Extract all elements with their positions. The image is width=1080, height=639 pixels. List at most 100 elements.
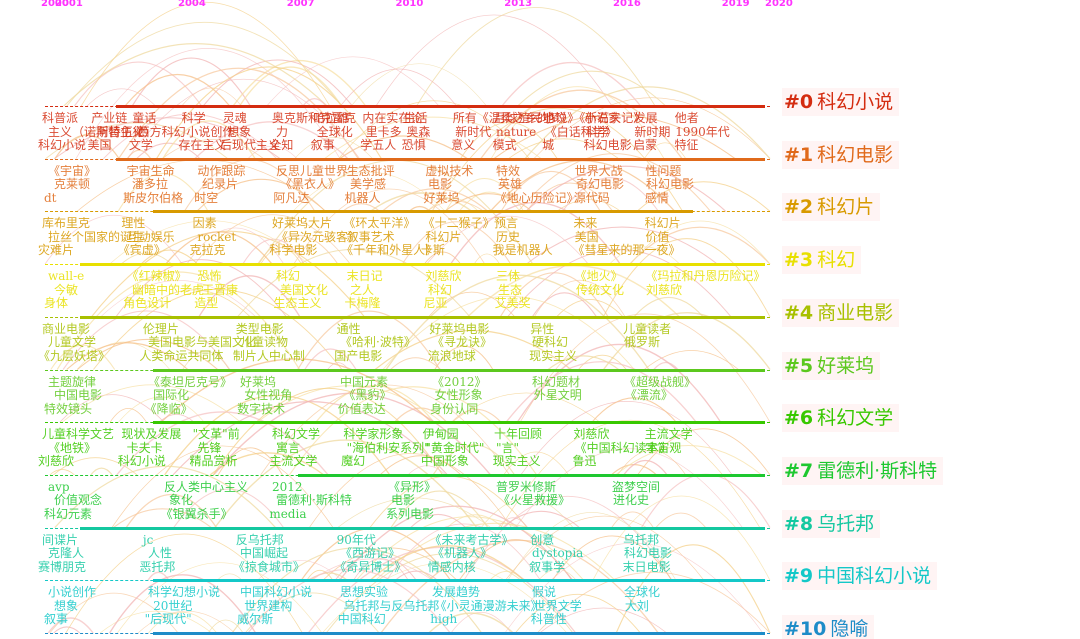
keyword-label: 造型 bbox=[194, 296, 219, 311]
citation-arc bbox=[62, 310, 231, 370]
citation-arc bbox=[390, 357, 441, 370]
keyword-label: 角色设计 bbox=[123, 296, 172, 311]
citation-arc bbox=[369, 544, 525, 581]
citation-arc bbox=[54, 134, 120, 160]
keyword-label: 科幻文学 bbox=[272, 427, 321, 442]
keyword-label: 《机器人》 bbox=[432, 546, 493, 561]
keyword-label: 主题旋律 bbox=[48, 374, 97, 389]
keyword-label: 生态 bbox=[498, 282, 523, 297]
cluster-name: 乌托邦 bbox=[817, 512, 875, 535]
cluster-timeline-bar bbox=[152, 368, 765, 372]
keyword-label: "黄金时代" bbox=[425, 440, 485, 455]
keyword-label: 类型电影 bbox=[235, 321, 284, 336]
keyword-label: 十年回顾 bbox=[494, 427, 543, 442]
citation-arc bbox=[172, 401, 448, 476]
citation-arc bbox=[137, 610, 236, 634]
keyword-label: 现实主义 bbox=[492, 454, 541, 469]
cluster-label[interactable]: #9 中国科幻小说 bbox=[782, 562, 938, 591]
keyword-label: 幽暗中的老虎 bbox=[132, 282, 205, 297]
keyword-label: dystopia bbox=[532, 546, 584, 561]
keyword-label: 童话 bbox=[132, 111, 157, 125]
keyword-label: 《环太平洋》 bbox=[343, 216, 416, 231]
keyword-label: 小说家 bbox=[584, 111, 621, 125]
citation-arc bbox=[379, 455, 462, 476]
keyword-label: 情感内核 bbox=[427, 559, 476, 574]
citation-arc bbox=[609, 246, 680, 265]
citation-arc bbox=[194, 121, 349, 160]
keyword-label: 《掠食城市》 bbox=[232, 559, 305, 574]
citation-arc bbox=[500, 420, 761, 528]
cluster-label[interactable]: #5 好莱坞 bbox=[782, 351, 881, 380]
citation-arc bbox=[444, 193, 533, 212]
citation-arc bbox=[507, 249, 732, 318]
cluster-label[interactable]: #3 科幻 bbox=[782, 246, 862, 275]
keyword-label: 奥森 bbox=[406, 124, 431, 139]
keyword-label: media bbox=[269, 506, 307, 521]
keyword-label: 拉丝个国家的诞生 bbox=[48, 229, 145, 244]
citation-arc bbox=[351, 63, 487, 107]
cluster-name: 科幻 bbox=[817, 249, 856, 272]
cluster-name: 好莱坞 bbox=[817, 354, 875, 377]
citation-arc bbox=[426, 215, 589, 265]
keyword-label: 恐怖 bbox=[197, 269, 222, 284]
cluster-label[interactable]: #1 科幻电影 bbox=[782, 140, 900, 169]
keyword-label: 伦理片 bbox=[142, 321, 179, 336]
keyword-label: 普罗米修斯 bbox=[496, 479, 557, 494]
keyword-label: 电影 bbox=[391, 493, 416, 508]
citation-arc bbox=[507, 512, 677, 581]
cluster-label[interactable]: #8 乌托邦 bbox=[782, 509, 881, 538]
citation-arc bbox=[644, 142, 687, 159]
keyword-label: 好莱坞 bbox=[240, 374, 277, 389]
citation-arc bbox=[629, 226, 771, 265]
cluster-label[interactable]: #2 科幻片 bbox=[782, 193, 881, 222]
keyword-label: 克隆人 bbox=[48, 546, 85, 561]
keyword-label: 刘慈欣 bbox=[425, 269, 462, 284]
cluster-timeline-bar bbox=[152, 579, 765, 583]
cluster-label[interactable]: #7 雷德利·斯科特 bbox=[782, 456, 944, 485]
cluster-label[interactable]: #4 商业电影 bbox=[782, 298, 900, 327]
keyword-label: 《哈利·波特》 bbox=[340, 335, 416, 350]
citation-arc bbox=[47, 617, 94, 634]
citation-arc bbox=[90, 467, 113, 476]
cluster-label[interactable]: #0 科幻小说 bbox=[782, 88, 900, 116]
citation-arc bbox=[337, 497, 491, 528]
keyword-label: 身份认同 bbox=[430, 401, 479, 416]
citation-arc bbox=[213, 392, 492, 476]
keyword-label: 卡梅隆 bbox=[344, 296, 381, 311]
citation-arc bbox=[401, 221, 512, 265]
keyword-label: 中国科幻 bbox=[337, 612, 386, 627]
keyword-label: 科幻电影 bbox=[624, 546, 673, 561]
keyword-label: 《西游记》 bbox=[340, 546, 401, 561]
cluster-label[interactable]: #10 隐喻 bbox=[782, 615, 875, 639]
cluster-label[interactable]: #6 科幻文学 bbox=[782, 404, 900, 433]
citation-arc bbox=[460, 122, 558, 159]
citation-arc bbox=[288, 386, 538, 476]
keyword-label: 新时期 bbox=[634, 124, 671, 139]
keyword-label: 全球化 bbox=[316, 124, 353, 139]
keyword-label: 主流文学 bbox=[269, 454, 318, 469]
keyword-label: 女性视角 bbox=[244, 388, 293, 402]
citation-arc bbox=[636, 181, 771, 212]
keyword-label: 灾难片 bbox=[38, 243, 75, 258]
citation-arc bbox=[304, 348, 357, 370]
citation-arc bbox=[501, 61, 642, 107]
keyword-label: 女性形象 bbox=[434, 388, 483, 402]
cluster-id: #6 bbox=[784, 407, 814, 430]
keyword-label: 美国 bbox=[574, 229, 599, 244]
citation-arc bbox=[77, 338, 219, 370]
citation-arc bbox=[562, 177, 659, 212]
keyword-label: 想象 bbox=[227, 124, 252, 139]
citation-arc bbox=[325, 553, 574, 634]
citation-arc bbox=[140, 249, 198, 265]
citation-arc bbox=[297, 310, 441, 370]
citation-arc bbox=[463, 496, 673, 581]
keyword-label: 模式 bbox=[492, 138, 517, 152]
keyword-label: 现状及发展 bbox=[121, 427, 182, 442]
year-label-2016: 2016 bbox=[613, 0, 641, 9]
cluster-timeline-bar bbox=[80, 263, 765, 267]
keyword-label: 《火星救援》 bbox=[498, 493, 571, 508]
citation-arc bbox=[212, 388, 444, 476]
citation-arc bbox=[244, 592, 380, 634]
keyword-label: 纪录片 bbox=[202, 177, 239, 192]
keyword-label: 制片人中心制 bbox=[232, 348, 305, 363]
